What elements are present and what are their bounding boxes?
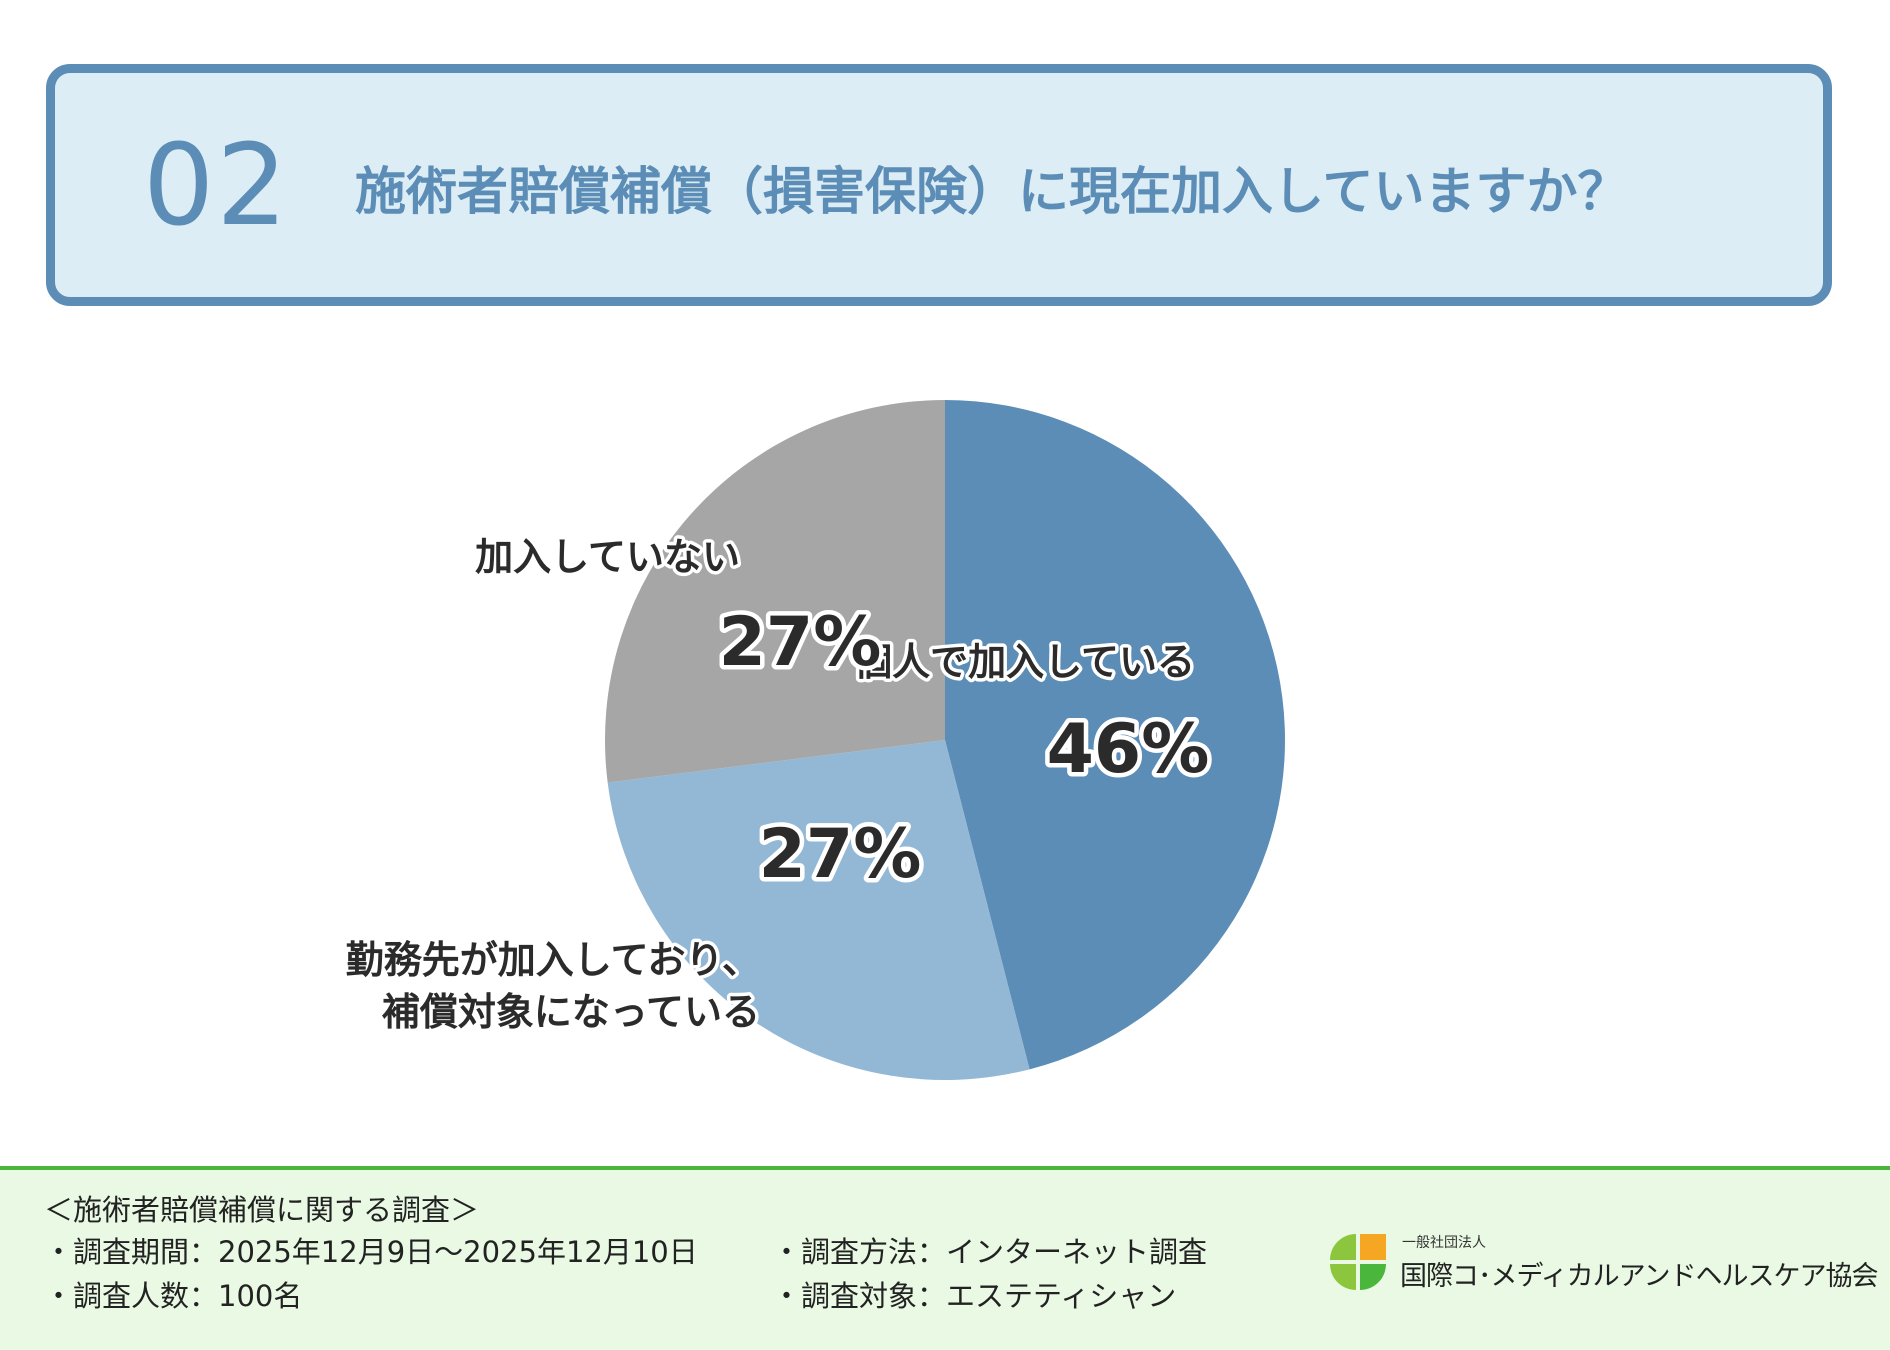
survey-target: ・調査対象：エステティシャン (772, 1279, 1177, 1313)
question-number: 02 (143, 121, 290, 251)
pie-slice-0 (945, 400, 1286, 1070)
survey-count: ・調査人数：100名 (44, 1279, 303, 1313)
survey-footer: ＜施術者賠償補償に関する調査＞ ・調査期間：2025年12月9日〜2025年12… (0, 1166, 1890, 1350)
question-title: 施術者賠償補償（損害保険）に現在加入していますか？ (355, 163, 1629, 222)
pie-chart: 個人で加入している 46% 勤務先が加入しており、補償対象になっている 27% 加入して… (342, 399, 1286, 1080)
survey-title: ＜施術者賠償補償に関する調査＞ (44, 1193, 480, 1227)
question-header: 02 施術者賠償補償（損害保険）に現在加入していますか？ (46, 64, 1832, 306)
pie-chart-area: 個人で加入している 46% 勤務先が加入しており、補償対象になっている 27% 加入して… (0, 330, 1890, 1130)
logo-square-darkgreen (1360, 1264, 1386, 1290)
pie-slice-2 (605, 399, 945, 783)
logo-org-name: 国際コ･メディカルアンドヘルスケア協会 (1400, 1261, 1879, 1292)
association-logo-icon (1330, 1234, 1386, 1290)
slice-percent-label-2: 27% (719, 603, 882, 682)
slice-category-label-2: 加入していない (475, 535, 740, 579)
slice-percent-label-0: 46% (1047, 710, 1210, 789)
slice-category-label-1: 勤務先が加入しており、補償対象になっている (346, 938, 760, 1034)
slice-category-label-0: 個人で加入している (853, 640, 1195, 684)
logo-square-green (1330, 1264, 1356, 1290)
survey-period: ・調査期間：2025年12月9日〜2025年12月10日 (44, 1235, 698, 1269)
survey-method: ・調査方法：インターネット調査 (772, 1235, 1208, 1269)
logo-org-type: 一般社団法人 (1402, 1235, 1486, 1251)
logo-square-lightgreen (1330, 1234, 1356, 1260)
logo-square-orange (1360, 1234, 1386, 1260)
pie-slice-1 (607, 740, 1030, 1080)
slice-percent-label-1: 27% (759, 815, 922, 894)
